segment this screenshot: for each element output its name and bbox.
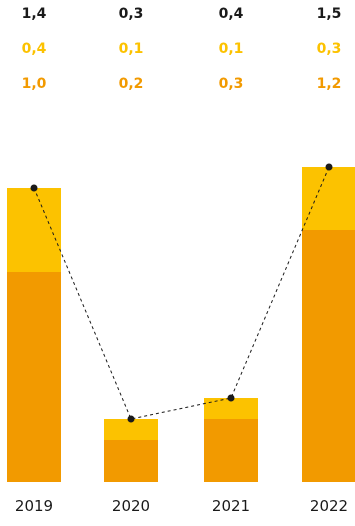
header-label-row3-2021: 0,3 xyxy=(219,76,244,92)
totals-trend-line xyxy=(33,166,330,420)
total-marker-2020 xyxy=(127,415,135,423)
total-marker-2022 xyxy=(325,163,333,171)
bar-segment-base-2020 xyxy=(104,440,158,482)
header-label-row1-2021: 0,4 xyxy=(219,6,244,22)
category-label-2019: 2019 xyxy=(15,497,53,515)
category-label-2021: 2021 xyxy=(212,497,250,515)
header-label-row2-2020: 0,1 xyxy=(119,41,144,57)
bar-segment-top-2021 xyxy=(204,398,258,419)
header-label-row1-2020: 0,3 xyxy=(119,6,144,22)
category-label-2022: 2022 xyxy=(310,497,348,515)
bar-segment-base-2019 xyxy=(7,272,61,482)
total-marker-2021 xyxy=(227,394,235,402)
header-label-row3-2020: 0,2 xyxy=(119,76,144,92)
bar-segment-top-2020 xyxy=(104,419,158,440)
header-label-row1-2019: 1,4 xyxy=(22,6,47,22)
header-label-row3-2022: 1,2 xyxy=(317,76,342,92)
bar-segment-top-2019 xyxy=(7,188,61,272)
bar-segment-top-2022 xyxy=(302,167,355,230)
header-label-row3-2019: 1,0 xyxy=(22,76,47,92)
header-label-row2-2019: 0,4 xyxy=(22,41,47,57)
header-label-row1-2022: 1,5 xyxy=(317,6,342,22)
total-marker-2019 xyxy=(30,184,38,192)
header-label-row2-2021: 0,1 xyxy=(219,41,244,57)
category-label-2020: 2020 xyxy=(112,497,150,515)
header-label-row2-2022: 0,3 xyxy=(317,41,342,57)
bar-segment-base-2021 xyxy=(204,419,258,482)
bar-segment-base-2022 xyxy=(302,230,355,482)
